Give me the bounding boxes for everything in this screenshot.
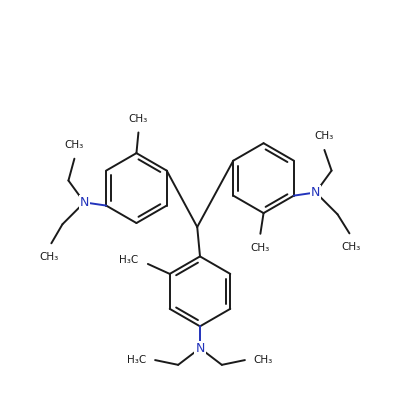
Text: CH₃: CH₃ xyxy=(129,114,148,124)
Text: N: N xyxy=(195,342,205,355)
Text: CH₃: CH₃ xyxy=(342,242,361,252)
Text: CH₃: CH₃ xyxy=(254,355,273,365)
Text: CH₃: CH₃ xyxy=(40,252,59,262)
Text: H₃C: H₃C xyxy=(127,355,146,365)
Text: CH₃: CH₃ xyxy=(315,131,334,141)
Text: CH₃: CH₃ xyxy=(65,140,84,150)
Text: N: N xyxy=(80,196,89,209)
Text: N: N xyxy=(311,186,320,199)
Text: CH₃: CH₃ xyxy=(251,242,270,252)
Text: H₃C: H₃C xyxy=(119,255,138,265)
